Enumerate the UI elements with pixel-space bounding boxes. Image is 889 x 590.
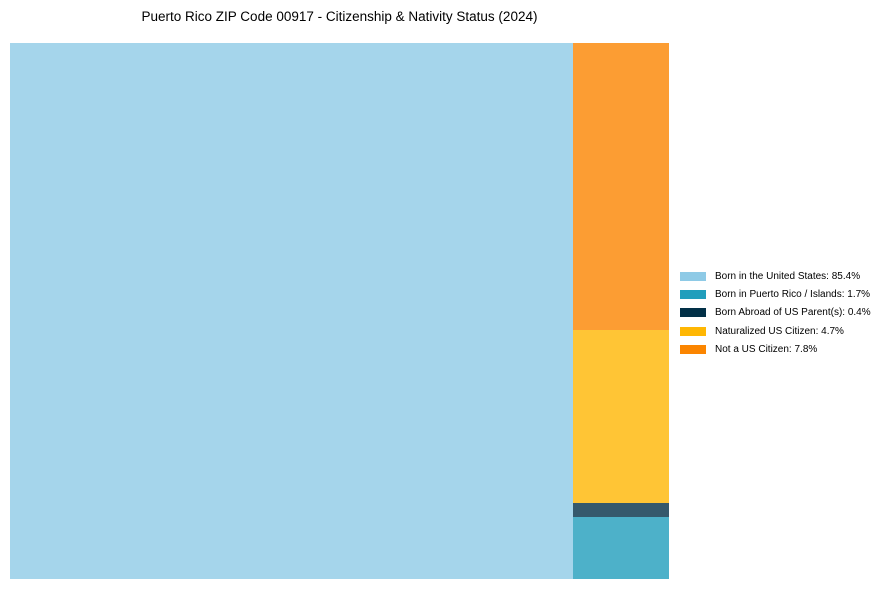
- legend-label: Born in the United States: 85.4%: [715, 270, 861, 282]
- legend-item: Not a US Citizen: 7.8%: [680, 340, 871, 358]
- tile-born-abroad: [573, 503, 669, 517]
- tile-naturalized: [573, 330, 669, 503]
- chart-title: Puerto Rico ZIP Code 00917 - Citizenship…: [141, 9, 538, 24]
- legend-item: Naturalized US Citizen: 4.7%: [680, 322, 871, 340]
- legend-item: Born Abroad of US Parent(s): 0.4%: [680, 304, 871, 322]
- legend-swatch: [680, 271, 706, 281]
- legend-label: Naturalized US Citizen: 4.7%: [715, 325, 844, 337]
- tile-not-us-citizen: [573, 43, 669, 330]
- tile-born-pr-islands: [573, 517, 669, 579]
- legend-item: Born in the United States: 85.4%: [680, 267, 871, 285]
- legend-swatch: [680, 344, 706, 354]
- legend-label: Born Abroad of US Parent(s): 0.4%: [715, 307, 871, 319]
- legend-label: Born in Puerto Rico / Islands: 1.7%: [715, 288, 871, 300]
- legend-swatch: [680, 326, 706, 336]
- tile-born-in-us: [10, 43, 573, 579]
- legend-label: Not a US Citizen: 7.8%: [715, 343, 818, 355]
- legend-swatch: [680, 289, 706, 299]
- legend-swatch: [680, 308, 706, 318]
- legend: Born in the United States: 85.4% Born in…: [680, 267, 871, 358]
- legend-item: Born in Puerto Rico / Islands: 1.7%: [680, 285, 871, 303]
